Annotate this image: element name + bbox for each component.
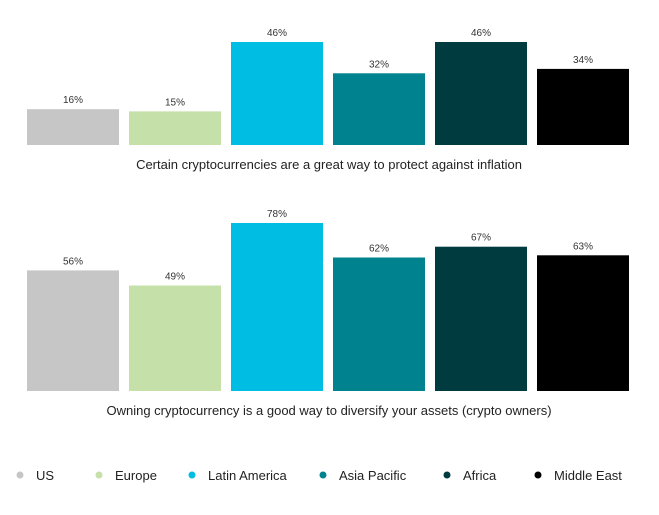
bar-europe (129, 111, 221, 145)
legend-label-middle-east: Middle East (554, 468, 622, 483)
bar-us (27, 270, 119, 391)
chart-caption: Certain cryptocurrencies are a great way… (136, 157, 522, 172)
bar-africa (435, 246, 527, 391)
data-label-latin-america: 46% (267, 28, 287, 39)
bar-middle-east (537, 255, 629, 391)
data-label-middle-east: 34% (573, 55, 593, 66)
legend-dot-africa (443, 471, 451, 479)
legend: US Europe Latin America Asia Pacific Africa M… (16, 468, 622, 483)
legend-label-us: US (36, 468, 54, 483)
bar-asia-pacific (333, 257, 425, 391)
legend-dot-us (16, 471, 24, 479)
bar-us (27, 109, 119, 145)
legend-dot-asia-pacific (319, 471, 327, 479)
bar-latin-america (231, 223, 323, 391)
bar-middle-east (537, 68, 629, 145)
data-label-us: 56% (63, 256, 83, 267)
data-label-us: 16% (63, 95, 83, 106)
legend-dot-latin-america (188, 471, 196, 479)
data-label-europe: 15% (165, 97, 185, 108)
data-label-latin-america: 78% (267, 209, 287, 220)
chart-panel-1: 16% 15% 46% 32% 46% 34% Certain cryptocurrenci… (27, 28, 629, 172)
legend-label-asia-pacific: Asia Pacific (339, 468, 407, 483)
legend-dot-middle-east (534, 471, 542, 479)
chart-panel-2: 56% 49% 78% 62% 67% 63% Owning cryptocurrency … (27, 209, 629, 418)
data-label-asia-pacific: 32% (369, 59, 389, 70)
data-label-africa: 46% (471, 28, 491, 39)
data-label-africa: 67% (471, 233, 491, 244)
bar-latin-america (231, 42, 323, 145)
legend-label-europe: Europe (115, 468, 157, 483)
legend-label-africa: Africa (463, 468, 497, 483)
legend-label-latin-america: Latin America (208, 468, 288, 483)
chart-caption: Owning cryptocurrency is a good way to d… (106, 403, 551, 418)
legend-dot-europe (95, 471, 103, 479)
data-label-middle-east: 63% (573, 241, 593, 252)
bar-africa (435, 42, 527, 145)
data-label-asia-pacific: 62% (369, 244, 389, 255)
data-label-europe: 49% (165, 272, 185, 283)
bar-asia-pacific (333, 73, 425, 145)
bar-europe (129, 285, 221, 391)
